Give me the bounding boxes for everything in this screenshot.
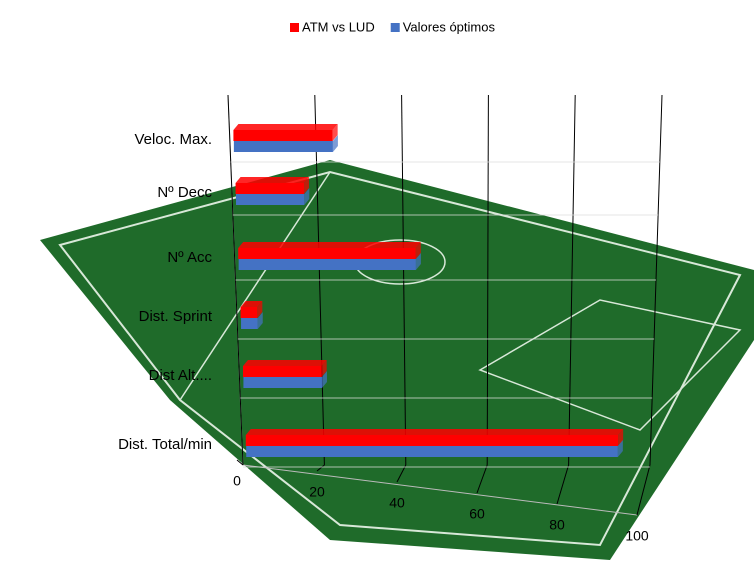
grid-line <box>316 464 325 472</box>
bar-side <box>415 242 421 259</box>
bar <box>233 130 333 141</box>
bar <box>238 248 416 259</box>
grid: 0 20 40 60 80 100 <box>227 94 663 544</box>
bar <box>240 307 258 318</box>
bar-side <box>332 135 338 152</box>
bars: Veloc. Max. Nº Decc Nº Acc Dist. Sprint Dist… <box>118 124 624 457</box>
x-tick-label: 40 <box>389 495 405 511</box>
bar-side <box>257 312 263 329</box>
x-tick-label: 0 <box>233 473 241 489</box>
bar-side <box>332 124 338 141</box>
pitch-background <box>40 160 754 560</box>
bar <box>245 435 619 446</box>
bar-top <box>245 429 624 435</box>
grid-line <box>476 464 488 494</box>
y-tick-label: Dist. Total/min <box>118 436 212 453</box>
bar-side <box>257 301 263 318</box>
y-tick-label: Dist Alt.... <box>149 367 212 384</box>
bar-side <box>618 429 624 446</box>
bar <box>243 377 322 388</box>
bar-top <box>235 177 309 183</box>
bar-top <box>242 360 327 366</box>
bar-top <box>238 242 421 248</box>
bar-side <box>304 188 310 205</box>
y-tick-label: Nº Decc <box>157 184 212 201</box>
x-tick-label: 80 <box>549 517 565 533</box>
grid-line <box>556 464 570 505</box>
legend-label: Valores óptimos <box>403 19 496 34</box>
bar <box>242 366 322 377</box>
grid-line <box>396 464 407 483</box>
x-tick-label: 20 <box>309 484 325 500</box>
grid-line <box>236 459 244 466</box>
legend-swatch <box>390 23 400 32</box>
grid-line <box>636 464 651 516</box>
bar-side <box>415 253 421 270</box>
bar-side <box>303 177 309 194</box>
bar-side <box>617 440 623 457</box>
bar <box>241 318 258 329</box>
bar <box>236 194 305 205</box>
bar <box>238 259 416 270</box>
bar <box>233 141 333 152</box>
legend-label: ATM vs LUD <box>302 19 375 34</box>
x-tick-label: 100 <box>625 528 649 544</box>
bar <box>246 446 618 457</box>
bar <box>235 183 304 194</box>
y-tick-label: Nº Acc <box>167 249 212 266</box>
x-tick-label: 60 <box>469 506 485 522</box>
bar-top <box>233 124 338 130</box>
legend: ATM vs LUD Valores óptimos <box>290 19 495 34</box>
y-tick-label: Veloc. Max. <box>134 131 212 148</box>
legend-swatch <box>290 23 299 32</box>
bar-side <box>321 371 327 388</box>
y-tick-label: Dist. Sprint <box>139 308 213 325</box>
bar-side <box>321 360 327 377</box>
bar-top <box>240 301 263 307</box>
axis-line <box>242 464 638 516</box>
